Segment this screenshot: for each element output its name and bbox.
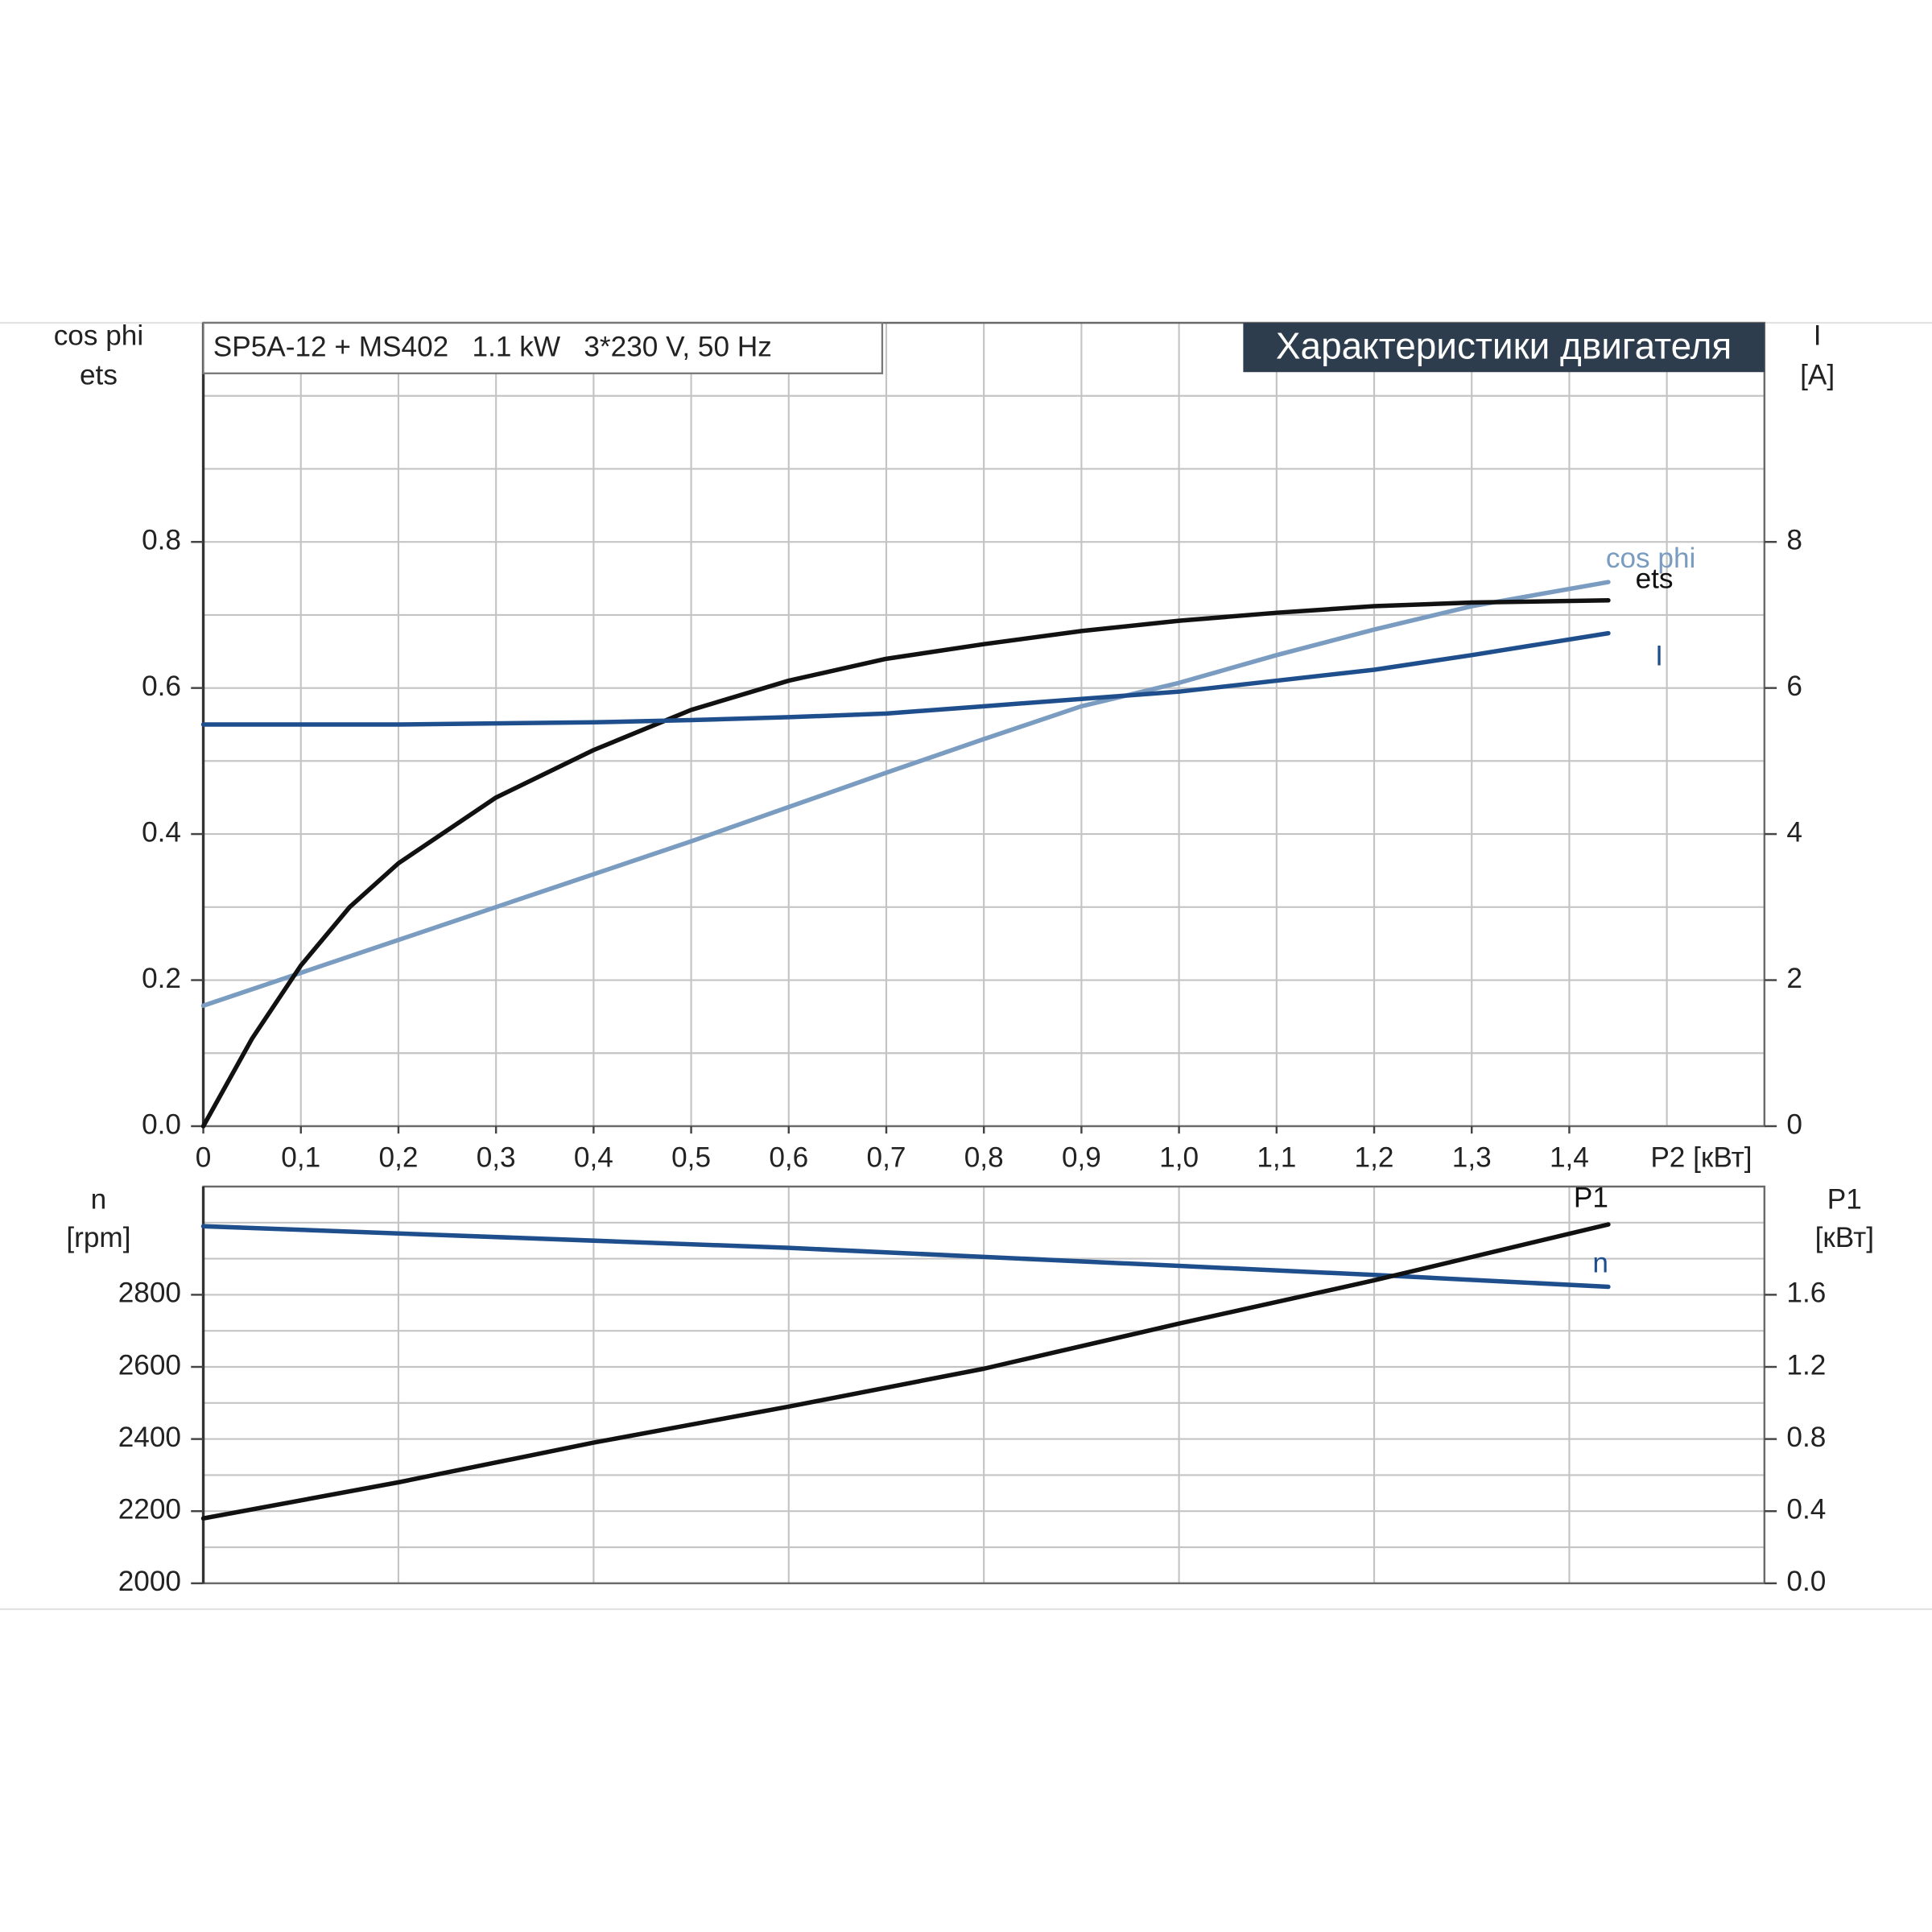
lines-layer xyxy=(200,580,1611,1521)
x-tick-label: 1,2 xyxy=(1355,1142,1394,1174)
y-tick-label: 2400 xyxy=(118,1422,181,1453)
series-line xyxy=(200,580,1611,1009)
y2-tick-label: 1.6 xyxy=(1786,1278,1826,1309)
y2-tick-label: 0.0 xyxy=(1786,1566,1826,1597)
x-tick-label: 1,0 xyxy=(1159,1142,1199,1174)
y2-tick-label: 0.4 xyxy=(1786,1494,1826,1525)
x-tick-label: 0,9 xyxy=(1062,1142,1101,1174)
y-tick-label: 2600 xyxy=(118,1349,181,1381)
y2-tick-label: 4 xyxy=(1786,816,1802,848)
y-axis-label: cos phi xyxy=(54,320,144,352)
y-tick-label: 2800 xyxy=(118,1278,181,1309)
y2-tick-label: 0 xyxy=(1786,1108,1802,1140)
series-label: I xyxy=(1655,641,1663,672)
x-tick-label: 0,1 xyxy=(281,1142,320,1174)
grid-layer xyxy=(191,321,1777,1585)
subtitle: SP5A-12 + MS402 1.1 kW 3*230 V, 50 Hz xyxy=(213,331,772,362)
x-tick-label: 0,8 xyxy=(964,1142,1004,1174)
x-tick-label: 1,1 xyxy=(1257,1142,1296,1174)
series-label: P1 xyxy=(1574,1183,1608,1214)
x-tick-label: 0,2 xyxy=(379,1142,419,1174)
y2-axis-label: [кВт] xyxy=(1815,1222,1874,1253)
series-line xyxy=(200,598,1611,1129)
y-tick-label: 0.4 xyxy=(142,816,181,848)
series-line xyxy=(200,1224,1611,1290)
series-label: cos phi xyxy=(1606,543,1696,574)
x-tick-label: 0 xyxy=(196,1142,212,1174)
text-layer: 0 0,1 0,2 0,3 0,4 0,5 0,6 0,7 0,8 0,9 1,0 1,1 1,2 1,3… xyxy=(54,320,1874,1597)
series-line xyxy=(200,630,1611,727)
y2-axis-label: P1 xyxy=(1827,1184,1862,1216)
subtitle-box xyxy=(202,321,884,374)
y2-tick-label: 0.8 xyxy=(1786,1422,1826,1453)
x-tick-label: 0,3 xyxy=(477,1142,516,1174)
x-tick-label: 1,4 xyxy=(1550,1142,1589,1174)
title-box xyxy=(1243,323,1765,373)
x-tick-label: 0,5 xyxy=(671,1142,711,1174)
x-axis-label: P2 [кВт] xyxy=(1650,1142,1752,1174)
y-tick-label: 0.2 xyxy=(142,963,181,994)
x-tick-label: 0,7 xyxy=(867,1142,906,1174)
series-label: ets xyxy=(1636,564,1674,595)
y2-tick-label: 6 xyxy=(1786,671,1802,702)
chart-title: Характеристики двигателя xyxy=(1276,324,1732,366)
y-tick-label: 0.0 xyxy=(142,1108,181,1140)
y-tick-label: 2200 xyxy=(118,1494,181,1525)
y2-axis-label: I xyxy=(1814,320,1822,352)
x-tick-label: 0,6 xyxy=(769,1142,808,1174)
y2-tick-label: 8 xyxy=(1786,524,1802,555)
y-tick-label: 0.6 xyxy=(142,671,181,702)
y2-axis-label: [A] xyxy=(1800,360,1835,391)
y-axis-label: ets xyxy=(80,360,118,391)
y-axis-label: n xyxy=(91,1184,107,1216)
y-tick-label: 0.8 xyxy=(142,524,181,555)
x-tick-label: 0,4 xyxy=(574,1142,613,1174)
y2-tick-label: 2 xyxy=(1786,963,1802,994)
y-axis-label: [rpm] xyxy=(66,1222,130,1253)
series-label: n xyxy=(1592,1247,1608,1278)
series-line xyxy=(200,1222,1611,1521)
y-tick-label: 2000 xyxy=(118,1566,181,1597)
y2-tick-label: 1.2 xyxy=(1786,1349,1826,1381)
x-tick-label: 1,3 xyxy=(1452,1142,1492,1174)
